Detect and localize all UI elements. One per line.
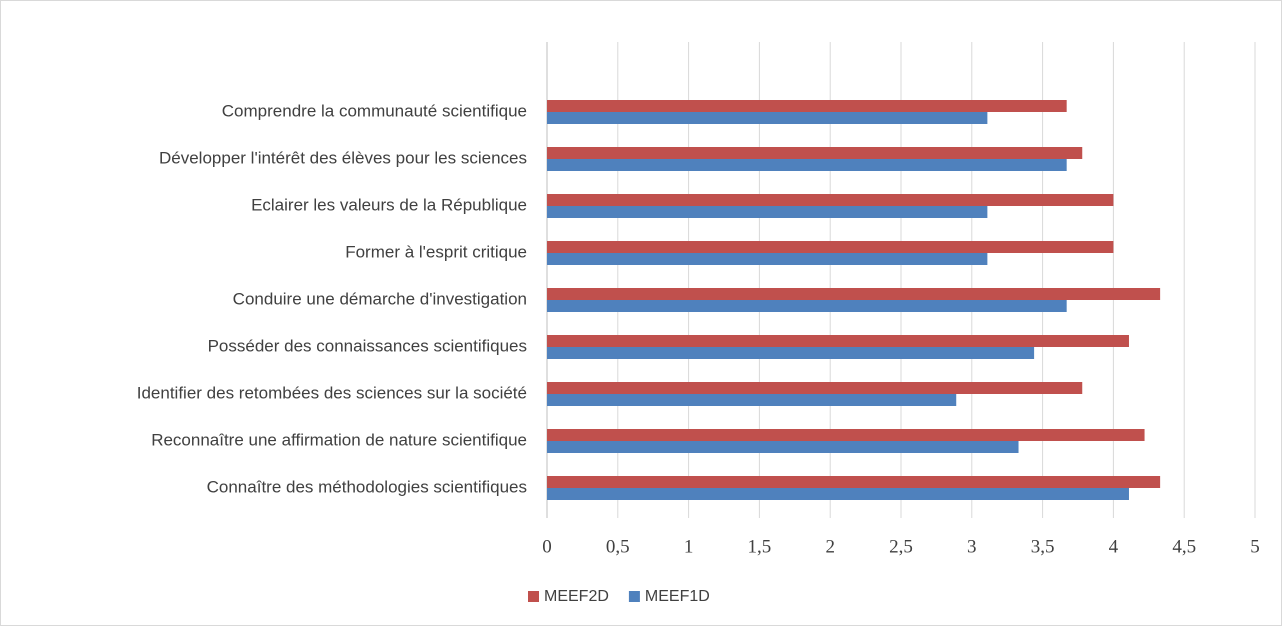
y-tick-label: Eclairer les valeurs de la République <box>251 195 527 214</box>
y-tick-label: Posséder des connaissances scientifiques <box>208 336 527 355</box>
y-tick-label: Connaître des méthodologies scientifique… <box>207 477 527 496</box>
y-tick-label: Comprendre la communauté scientifique <box>222 101 527 120</box>
x-tick-label: 5 <box>1250 536 1260 557</box>
bar <box>547 441 1019 453</box>
y-tick-label: Conduire une démarche d'investigation <box>233 289 527 308</box>
bar <box>547 429 1145 441</box>
bar <box>547 100 1067 112</box>
bar <box>547 394 957 406</box>
legend-label: MEEF2D <box>544 588 609 605</box>
x-tick-label: 0 <box>542 536 552 557</box>
bar <box>547 488 1129 500</box>
y-tick-label: Développer l'intérêt des élèves pour les… <box>159 148 527 167</box>
bar <box>547 206 988 218</box>
y-tick-label: Identifier des retombées des sciences su… <box>137 383 527 402</box>
x-tick-label: 0,5 <box>606 536 630 557</box>
bar <box>547 476 1161 488</box>
y-tick-label: Reconnaître une affirmation de nature sc… <box>151 430 527 449</box>
x-tick-label: 1,5 <box>748 536 772 557</box>
x-tick-label: 3,5 <box>1031 536 1055 557</box>
x-tick-label: 3 <box>967 536 977 557</box>
bar <box>547 300 1067 312</box>
bar <box>547 112 988 124</box>
legend-label: MEEF1D <box>645 588 710 605</box>
bar <box>547 253 988 265</box>
bar <box>547 159 1067 171</box>
x-tick-label: 1 <box>684 536 694 557</box>
x-tick-label: 2 <box>825 536 835 557</box>
x-tick-label: 4 <box>1109 536 1119 557</box>
bar <box>547 147 1083 159</box>
bar <box>547 241 1114 253</box>
legend-swatch <box>528 591 539 602</box>
y-tick-label: Former à l'esprit critique <box>345 242 527 261</box>
bar <box>547 194 1114 206</box>
bar <box>547 335 1129 347</box>
bar <box>547 288 1161 300</box>
x-tick-label: 2,5 <box>889 536 913 557</box>
legend-swatch <box>628 591 640 602</box>
bar <box>547 382 1083 394</box>
x-tick-label: 4,5 <box>1172 536 1196 557</box>
bar <box>547 347 1035 359</box>
